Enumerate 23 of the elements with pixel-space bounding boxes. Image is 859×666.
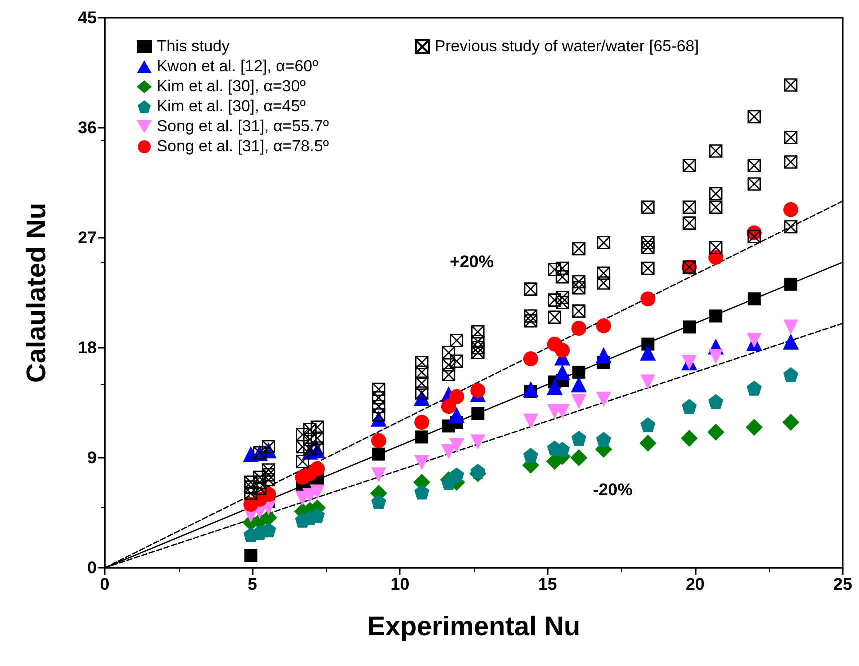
legend-label: Kim et al. [30], α=45º	[157, 98, 306, 116]
legend-label: Previous study of water/water [65-68]	[435, 38, 700, 56]
x-tick-label: 25	[834, 575, 852, 594]
x-axis-title: Experimental Nu	[367, 612, 581, 642]
legend-label: Kim et al. [30], α=30º	[157, 78, 306, 96]
x-tick-label: 15	[538, 575, 558, 594]
x-tick-label: 0	[100, 575, 110, 594]
y-tick-label: 0	[88, 558, 97, 578]
annotation: -20%	[593, 480, 633, 500]
y-axis-title: Calaulated Nu	[22, 202, 52, 384]
legend-label: Song et al. [31], α=78.5º	[157, 138, 330, 156]
y-tick-label: 36	[78, 118, 97, 138]
x-tick-label: 10	[390, 575, 410, 594]
x-tick-label: 5	[248, 575, 258, 594]
legend-label: Song et al. [31], α=55.7º	[157, 118, 330, 136]
legend-label: Kwon et al. [12], α=60º	[157, 58, 319, 76]
y-tick-label: 45	[78, 8, 97, 28]
x-tick-label: 20	[686, 575, 705, 594]
y-tick-label: 9	[88, 448, 97, 468]
y-tick-label: 18	[78, 338, 97, 358]
y-tick-label: 27	[78, 228, 97, 248]
annotation: +20%	[450, 252, 494, 272]
legend-label: This study	[157, 38, 230, 56]
